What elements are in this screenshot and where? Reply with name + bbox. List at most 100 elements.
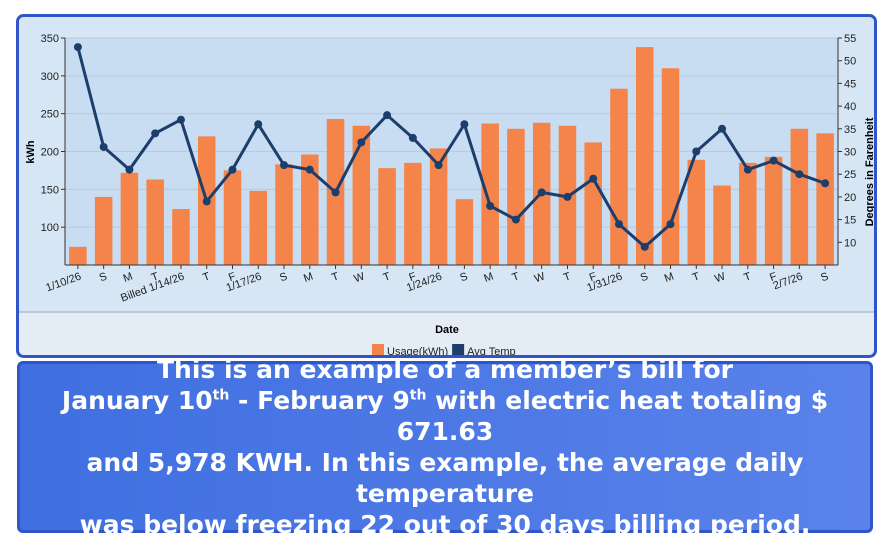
bar (481, 123, 499, 266)
note-text: was below freezing 22 out of 30 days bil… (79, 510, 811, 539)
point (73, 43, 82, 52)
bar (790, 128, 809, 265)
y2-tick-label: 15 (844, 215, 856, 227)
y-axis-title: kWh (25, 140, 37, 164)
x-tick-label: S (819, 271, 830, 285)
legend-panel (19, 312, 874, 355)
y-tick-label: 150 (41, 184, 59, 196)
y-tick-label: 300 (41, 71, 59, 83)
point (537, 188, 546, 197)
x-tick-label: F (768, 270, 779, 284)
bar (687, 159, 706, 265)
bar (352, 125, 371, 265)
point (718, 124, 727, 133)
bar (404, 162, 422, 265)
bar (378, 168, 396, 265)
point (614, 220, 623, 229)
x-tick-label: M (122, 271, 135, 285)
point (280, 161, 289, 170)
point (125, 165, 134, 174)
chart: 100150200250300350101520253035404550551/… (16, 14, 877, 358)
point (383, 111, 392, 120)
y2-tick-label: 45 (844, 78, 856, 90)
point (176, 115, 185, 124)
point (795, 170, 804, 179)
bar (69, 246, 87, 265)
bar (94, 196, 113, 265)
y-tick-label: 250 (41, 109, 59, 121)
point (305, 165, 314, 174)
bar (507, 128, 525, 265)
x-tick-label: M (663, 271, 676, 285)
x-tick-label: T (201, 270, 212, 284)
x-tick-label: T (382, 270, 393, 284)
x-tick-label: S (98, 271, 109, 285)
note-text: and 5,978 KWH. In this example, the aver… (86, 448, 804, 508)
bar (713, 185, 731, 265)
note-line: was below freezing 22 out of 30 days bil… (20, 509, 870, 540)
point (769, 156, 778, 165)
point (202, 197, 211, 206)
legend-swatch (372, 344, 384, 355)
point (357, 138, 366, 147)
point (692, 147, 701, 156)
point (151, 129, 160, 138)
point (640, 242, 649, 251)
x-tick-label: T (742, 270, 753, 284)
point (666, 220, 675, 229)
note-line: This is an example of a member’s bill fo… (20, 354, 870, 385)
bar (429, 148, 448, 265)
superscript: th (212, 387, 230, 404)
point (331, 188, 340, 197)
x-tick-label: M (482, 271, 495, 285)
note-line: January 10th - February 9th with electri… (20, 385, 870, 447)
legend-swatch (452, 344, 465, 355)
bar (172, 209, 190, 265)
point (486, 201, 495, 210)
x-tick-label: T (150, 270, 161, 284)
point (821, 179, 830, 188)
x-tick-label: T (691, 270, 702, 284)
y2-tick-label: 35 (844, 124, 856, 136)
point (511, 215, 520, 224)
x-axis-title: Date (435, 324, 459, 336)
x-tick-label: W (713, 270, 727, 285)
y2-axis-title: Degrees in Farenheit (864, 117, 876, 226)
superscript: th (409, 387, 427, 404)
x-tick-label: F (588, 270, 599, 284)
bar (816, 133, 834, 265)
point (254, 120, 263, 129)
bar (661, 68, 680, 266)
x-tick-label: W (352, 270, 366, 285)
point (434, 161, 443, 170)
y-tick-label: 200 (41, 147, 59, 159)
y2-tick-label: 25 (844, 169, 856, 181)
legend-label: Avg Temp (467, 346, 516, 358)
bar (584, 142, 602, 265)
note-box: This is an example of a member’s bill fo… (17, 355, 873, 539)
y2-tick-label: 40 (844, 101, 856, 113)
point (228, 165, 237, 174)
x-tick-label: F (407, 270, 418, 284)
x-tick-label: F (227, 270, 238, 284)
note-text: This is an example of a member’s bill fo… (156, 355, 734, 384)
point (460, 120, 469, 129)
y-tick-label: 350 (41, 33, 59, 45)
point (589, 174, 598, 183)
bar (610, 88, 628, 266)
y2-tick-label: 30 (844, 147, 856, 159)
x-tick-label: T (330, 270, 341, 284)
y2-tick-label: 20 (844, 192, 856, 204)
x-tick-label: T (562, 270, 573, 284)
x-tick-label: S (278, 271, 289, 285)
bar (739, 162, 757, 265)
y-tick-label: 100 (41, 222, 59, 234)
bar (301, 154, 319, 265)
bar (223, 170, 242, 265)
x-tick-label: T (511, 270, 522, 284)
y2-tick-label: 50 (844, 56, 856, 68)
point (563, 192, 572, 201)
panel-border (16, 14, 877, 358)
point (408, 133, 417, 142)
note-text: January 10 (61, 386, 213, 415)
